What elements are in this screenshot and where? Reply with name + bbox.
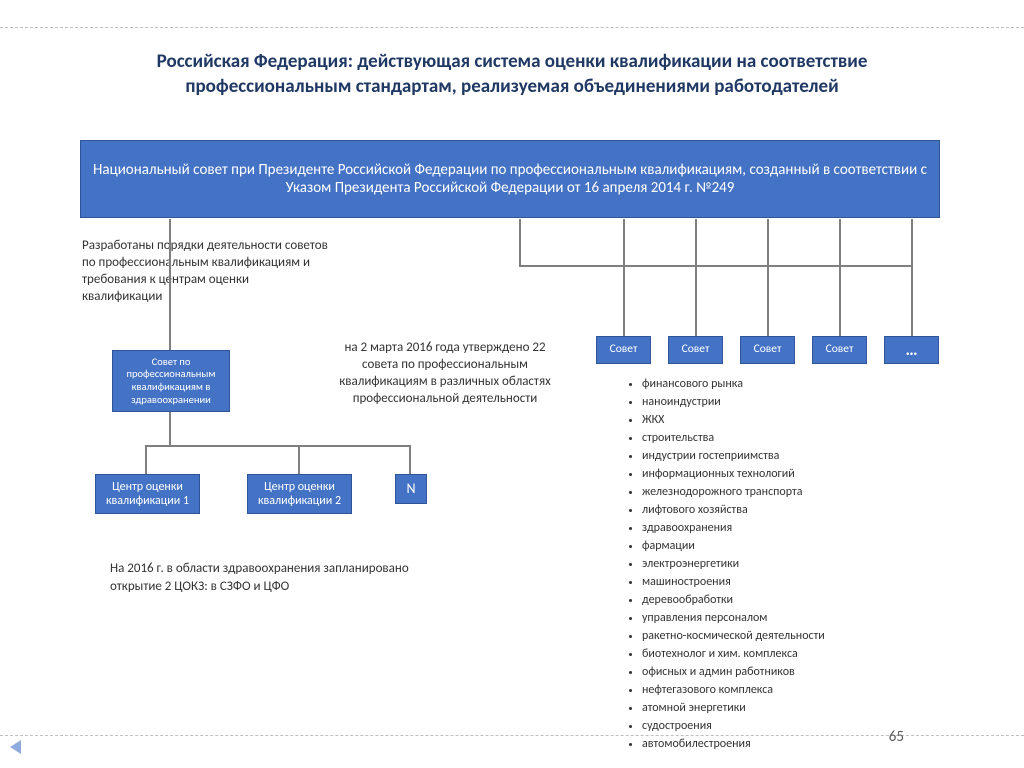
list-item: финансового рынка xyxy=(642,375,950,393)
connector xyxy=(145,445,147,474)
national-council-box: Национальный совет при Президенте Россий… xyxy=(80,140,940,218)
connector xyxy=(409,445,411,474)
list-item: лифтового хозяйства xyxy=(642,501,950,519)
small-council-3: Совет xyxy=(740,336,795,364)
list-item: машиностроения xyxy=(642,573,950,591)
list-item: атомной энергетики xyxy=(642,699,950,717)
small-council-1: Совет xyxy=(596,336,651,364)
center-n-box: N xyxy=(395,474,427,504)
list-item: офисных и админ работников xyxy=(642,663,950,681)
connector xyxy=(623,219,625,267)
small-council-ellipsis: … xyxy=(884,336,939,364)
connector xyxy=(623,265,625,336)
side-note-procedures: Разработаны порядки деятельности советов… xyxy=(82,238,332,306)
connector xyxy=(169,219,171,350)
small-council-4: Совет xyxy=(812,336,867,364)
list-item: железнодорожного транспорта xyxy=(642,483,950,501)
connector xyxy=(169,411,171,445)
list-item: фармации xyxy=(642,537,950,555)
connector xyxy=(767,219,769,267)
connector xyxy=(519,219,521,267)
connector xyxy=(767,265,769,336)
connector xyxy=(145,445,411,447)
health-council-box: Совет по профессиональным квалификациям … xyxy=(112,350,230,412)
mid-note-22-councils: на 2 марта 2016 года утверждено 22 совет… xyxy=(325,340,565,408)
connector xyxy=(839,265,841,336)
list-item: здравоохранения xyxy=(642,519,950,537)
connector xyxy=(519,265,913,267)
connector xyxy=(839,219,841,267)
list-item: биотехнолог и хим. комплекса xyxy=(642,645,950,663)
list-item: строительства xyxy=(642,429,950,447)
connector xyxy=(911,265,913,336)
slide-title: Российская Федерация: действующая систем… xyxy=(100,50,924,99)
list-item: нефтегазового комплекса xyxy=(642,681,950,699)
back-arrow-icon xyxy=(10,740,21,754)
list-item: индустрии гостеприимства xyxy=(642,447,950,465)
connector xyxy=(911,219,913,267)
small-council-2: Совет xyxy=(668,336,723,364)
divider-bottom xyxy=(0,735,1024,736)
list-item: наноиндустрии xyxy=(642,393,950,411)
list-item: информационных технологий xyxy=(642,465,950,483)
page-number: 65 xyxy=(889,728,904,746)
connector xyxy=(298,445,300,474)
connector xyxy=(695,219,697,267)
list-item: управления персоналом xyxy=(642,609,950,627)
council-domains-list: финансового рынкананоиндустрииЖКХстроите… xyxy=(620,375,950,753)
connector xyxy=(695,265,697,336)
list-item: ЖКХ xyxy=(642,411,950,429)
list-item: электроэнергетики xyxy=(642,555,950,573)
list-item: ракетно-космической деятельности xyxy=(642,627,950,645)
bottom-note-2016: На 2016 г. в области здравоохранения зап… xyxy=(110,560,420,595)
center-2-box: Центр оценки квалификации 2 xyxy=(247,474,352,514)
divider-top xyxy=(0,27,1024,28)
list-item: деревообработки xyxy=(642,591,950,609)
center-1-box: Центр оценки квалификации 1 xyxy=(95,474,200,514)
